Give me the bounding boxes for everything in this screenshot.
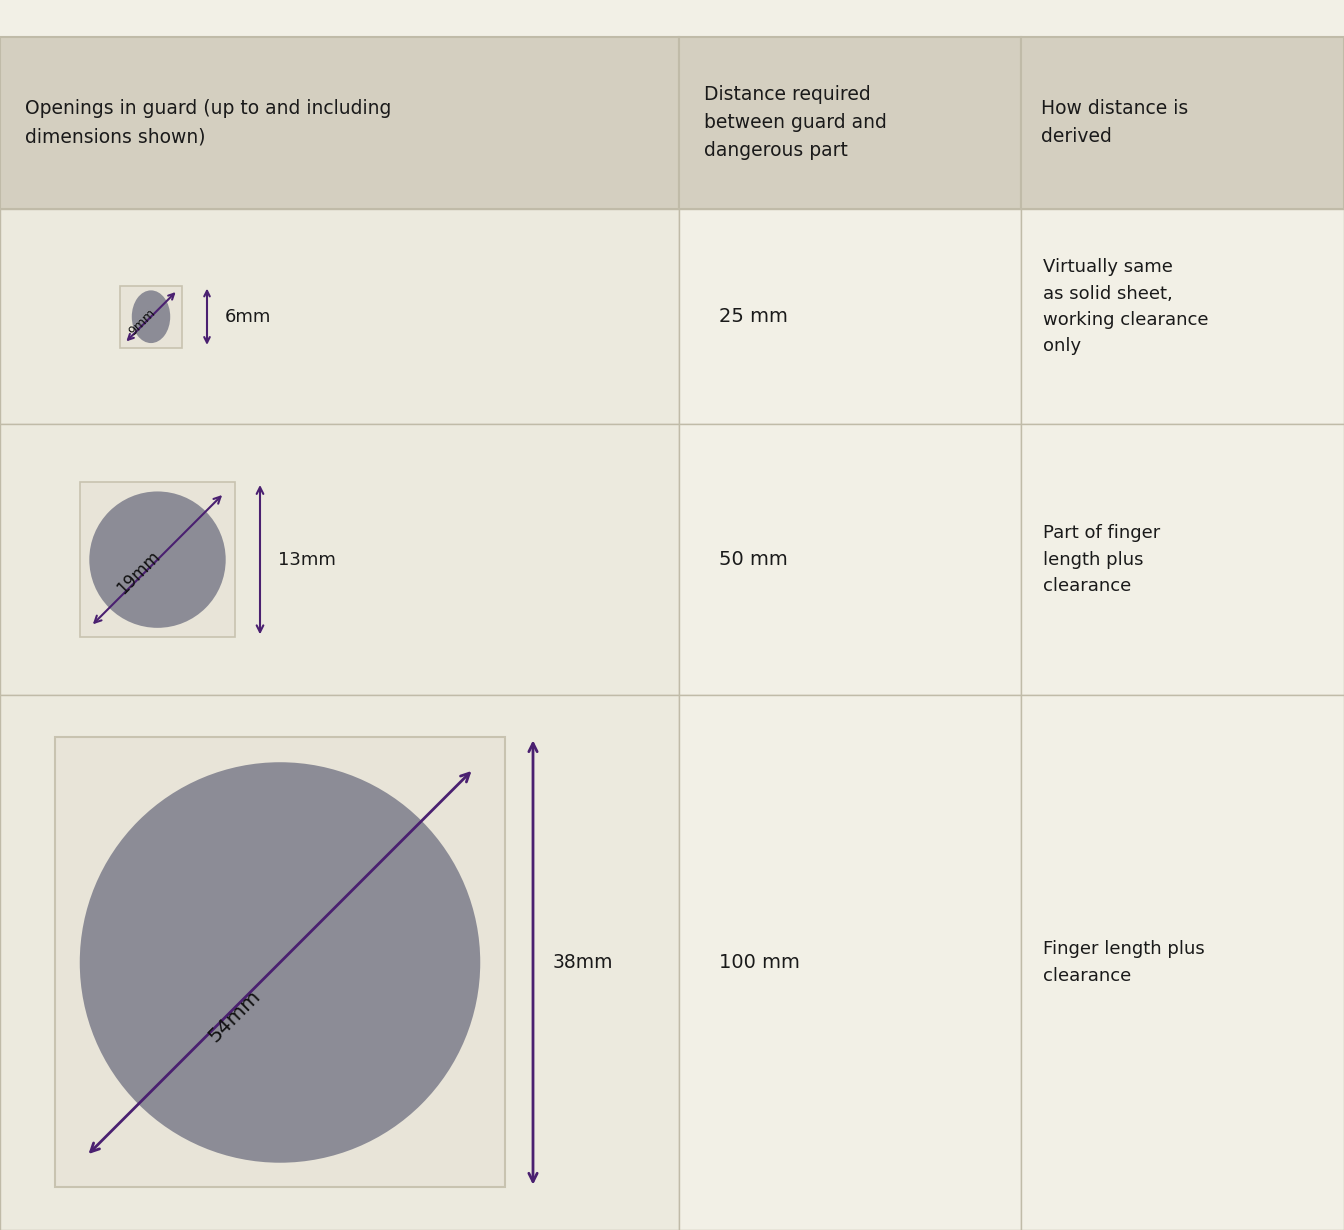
Circle shape bbox=[89, 492, 226, 627]
Bar bbox=[81, 482, 235, 637]
Bar bbox=[1021, 37, 1344, 209]
Bar bbox=[0, 695, 679, 1230]
Bar bbox=[0, 424, 679, 695]
Bar bbox=[679, 37, 1021, 209]
Text: 6mm: 6mm bbox=[224, 308, 271, 326]
Text: 54mm: 54mm bbox=[206, 986, 265, 1047]
Bar bbox=[1021, 424, 1344, 695]
Bar bbox=[679, 209, 1021, 424]
Text: 100 mm: 100 mm bbox=[719, 953, 800, 972]
Bar bbox=[120, 285, 181, 348]
Text: 50 mm: 50 mm bbox=[719, 550, 788, 569]
Ellipse shape bbox=[132, 290, 171, 343]
Bar bbox=[679, 695, 1021, 1230]
Text: 38mm: 38mm bbox=[552, 953, 613, 972]
Text: 19mm: 19mm bbox=[114, 546, 164, 598]
Text: Virtually same
as solid sheet,
working clearance
only: Virtually same as solid sheet, working c… bbox=[1043, 258, 1210, 355]
Text: Part of finger
length plus
clearance: Part of finger length plus clearance bbox=[1043, 524, 1161, 595]
Bar bbox=[0, 37, 679, 209]
Text: 25 mm: 25 mm bbox=[719, 308, 788, 326]
Bar bbox=[0, 209, 679, 424]
Text: Distance required
between guard and
dangerous part: Distance required between guard and dang… bbox=[704, 86, 887, 160]
Text: 13mm: 13mm bbox=[278, 551, 336, 568]
Bar bbox=[55, 738, 505, 1187]
Bar bbox=[1021, 695, 1344, 1230]
Text: Finger length plus
clearance: Finger length plus clearance bbox=[1043, 940, 1206, 985]
Text: How distance is
derived: How distance is derived bbox=[1042, 100, 1188, 146]
Text: 9mm: 9mm bbox=[126, 306, 157, 338]
Bar bbox=[679, 424, 1021, 695]
Bar bbox=[1021, 209, 1344, 424]
Circle shape bbox=[79, 763, 480, 1162]
Text: Openings in guard (up to and including
dimensions shown): Openings in guard (up to and including d… bbox=[26, 100, 391, 146]
